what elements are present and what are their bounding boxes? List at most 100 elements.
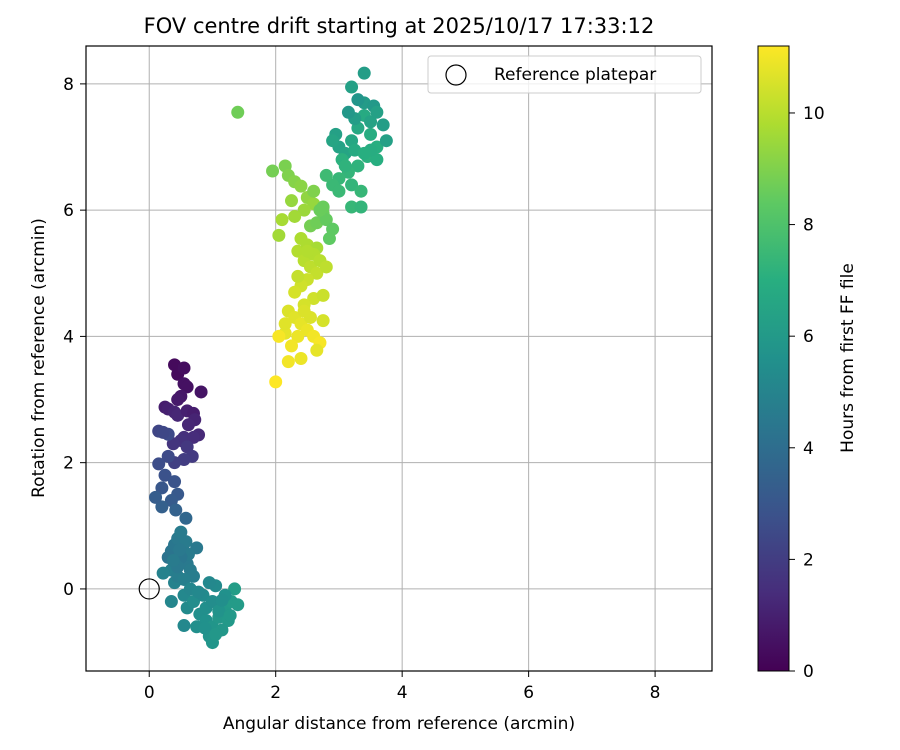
data-point (149, 490, 163, 504)
data-point (322, 232, 336, 246)
data-point (278, 317, 292, 331)
colorbar-ticks: 0 2 4 6 8 10 (789, 104, 825, 682)
data-point (307, 184, 321, 198)
data-point (177, 619, 191, 633)
data-point (288, 209, 302, 223)
data-point (357, 146, 371, 160)
colorbar-tick-label: 4 (803, 439, 814, 459)
colorbar-label: Hours from first FF file (838, 263, 858, 453)
x-tick-label: 8 (650, 683, 661, 703)
data-point (319, 168, 333, 182)
data-point (338, 159, 352, 173)
colorbar-tick-label: 6 (803, 327, 814, 347)
legend-marker-icon (445, 64, 467, 86)
data-point (168, 475, 182, 489)
colorbar-tick-label: 10 (803, 104, 825, 124)
x-axis-ticks: 0 2 4 6 8 (144, 671, 661, 703)
data-point (281, 355, 295, 369)
data-point (231, 105, 245, 119)
data-point (223, 608, 237, 622)
data-point (364, 127, 378, 141)
data-point (379, 134, 393, 148)
legend-box (427, 55, 702, 94)
data-point (269, 375, 283, 389)
data-point (319, 260, 333, 274)
chart-title: FOV centre drift starting at 2025/10/17 … (144, 14, 655, 38)
y-tick-label: 0 (63, 580, 74, 600)
data-point (198, 621, 212, 635)
colorbar-tick-label: 8 (803, 216, 814, 236)
data-point (354, 184, 368, 198)
data-point (171, 393, 185, 407)
data-point (212, 604, 226, 618)
data-point (332, 184, 346, 198)
x-tick-label: 0 (144, 683, 155, 703)
data-point (300, 244, 314, 258)
data-point (180, 380, 194, 394)
colorbar-gradient (757, 45, 790, 672)
data-point (291, 244, 305, 258)
data-point (297, 203, 311, 217)
data-point (231, 598, 245, 612)
colorbar-tick-label: 2 (803, 550, 814, 570)
data-point (291, 269, 305, 283)
data-point (166, 554, 180, 568)
data-point (275, 213, 289, 227)
data-point (164, 595, 178, 609)
data-point (179, 511, 193, 525)
data-point (155, 481, 169, 495)
data-point (156, 425, 170, 439)
data-point (155, 500, 169, 514)
data-point (215, 593, 229, 607)
data-point (156, 566, 170, 580)
data-point (194, 385, 208, 399)
legend-label: Reference platepar (494, 65, 656, 85)
plot-frame (85, 45, 713, 672)
data-point (345, 178, 359, 192)
data-point (205, 595, 219, 609)
y-tick-label: 8 (63, 75, 74, 95)
data-point (152, 457, 166, 471)
data-point (285, 339, 299, 353)
data-point (345, 200, 359, 214)
data-point (326, 134, 340, 148)
y-tick-label: 6 (63, 201, 74, 221)
data-point (345, 80, 359, 94)
colorbar: 0 2 4 6 8 10 Hours from first FF file (757, 45, 858, 682)
data-point (316, 314, 330, 328)
data-point (272, 329, 286, 343)
data-point (316, 200, 330, 214)
data-points (138, 66, 393, 650)
data-point (186, 430, 200, 444)
data-point (158, 468, 172, 482)
y-tick-label: 4 (63, 327, 74, 347)
data-point (370, 153, 384, 167)
data-point (177, 572, 191, 586)
x-tick-label: 2 (270, 683, 281, 703)
data-point (192, 585, 206, 599)
x-tick-label: 4 (397, 683, 408, 703)
data-point (370, 105, 384, 119)
data-point (364, 115, 378, 129)
data-point (310, 266, 324, 280)
data-point (291, 329, 305, 343)
data-point (341, 105, 355, 119)
data-point (351, 93, 365, 107)
data-point (209, 627, 223, 641)
y-axis-ticks: 0 2 4 6 8 (63, 75, 86, 600)
data-point (202, 576, 216, 590)
data-point (285, 194, 299, 208)
data-point (181, 418, 195, 432)
data-point (288, 285, 302, 299)
data-point (173, 543, 187, 557)
data-point (354, 200, 368, 214)
data-point (272, 228, 286, 242)
data-point (310, 343, 324, 357)
legend: Reference platepar (427, 55, 702, 94)
data-point (319, 213, 333, 227)
y-axis-label: Rotation from reference (arcmin) (29, 218, 49, 498)
data-point (228, 582, 242, 596)
data-point (351, 159, 365, 173)
data-point (294, 352, 308, 365)
